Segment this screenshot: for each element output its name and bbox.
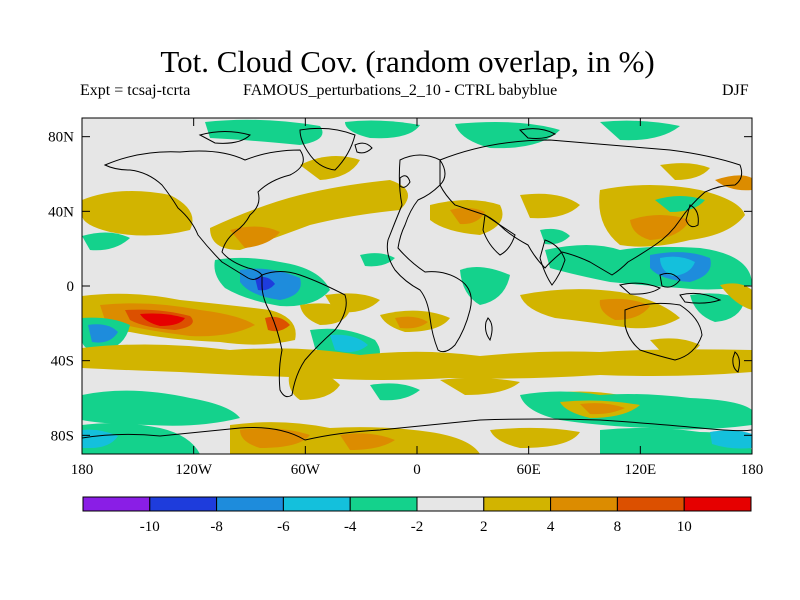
colorbar-swatch xyxy=(82,496,151,512)
coastlines xyxy=(82,127,752,441)
anomaly-region xyxy=(255,276,275,291)
anomaly-region xyxy=(395,316,428,329)
anomaly-region xyxy=(690,293,745,322)
anomaly-region xyxy=(715,175,752,191)
season-label: DJF xyxy=(722,82,749,99)
anomaly-region xyxy=(340,433,395,450)
colorbar-label: 10 xyxy=(677,519,692,535)
colorbar-label: -10 xyxy=(140,519,160,535)
anomaly-region xyxy=(265,316,290,332)
anomaly-region xyxy=(520,289,680,329)
map-ticks: 80N 40N 0 40S 80S 180 120W 60W 0 60E 120E 180 xyxy=(48,118,763,478)
colorbar-swatch xyxy=(683,496,752,512)
colorbar-label: 8 xyxy=(614,519,622,535)
anomaly-region xyxy=(300,156,360,180)
lon-label: 180 xyxy=(741,462,764,478)
lon-label: 60W xyxy=(291,462,321,478)
anomaly-region xyxy=(710,430,752,449)
anomaly-region xyxy=(82,390,240,426)
colorbar-swatch xyxy=(349,496,418,512)
lat-label: 40S xyxy=(51,354,74,370)
anomaly-region xyxy=(82,232,130,251)
anomaly-region xyxy=(140,313,185,326)
colorbar-swatch xyxy=(483,496,552,512)
anomaly-region xyxy=(82,423,200,454)
colorbar-label: 2 xyxy=(480,519,488,535)
colorbar-swatch xyxy=(149,496,218,512)
anomaly-region xyxy=(82,191,193,236)
anomaly-region xyxy=(360,253,395,267)
anomaly-region xyxy=(205,119,323,145)
anomaly-region xyxy=(330,334,368,353)
anomaly-region xyxy=(240,428,310,448)
anomaly-region xyxy=(630,215,690,240)
anomaly-region xyxy=(82,429,118,448)
lat-label: 80N xyxy=(48,130,74,146)
perturbation-label: FAMOUS_perturbations_2_10 - CTRL babyblu… xyxy=(243,82,558,99)
anomaly-region xyxy=(345,120,420,139)
anomaly-region xyxy=(370,383,420,401)
lat-label: 40N xyxy=(48,204,74,220)
colorbar-swatch xyxy=(616,496,685,512)
anomaly-region xyxy=(599,298,650,320)
anomaly-region xyxy=(655,196,705,212)
lon-label: 120W xyxy=(175,462,213,478)
anomaly-region xyxy=(88,324,118,343)
anomaly-region xyxy=(230,226,280,248)
anomaly-region xyxy=(660,163,710,180)
anomaly-region xyxy=(660,256,695,276)
lat-label: 80S xyxy=(51,428,74,444)
anomaly-region xyxy=(580,403,625,415)
anomaly-region xyxy=(440,377,520,395)
lon-label: 0 xyxy=(413,462,421,478)
lat-label: 0 xyxy=(67,279,75,295)
colorbar-swatch xyxy=(550,496,618,512)
colorbar-label: 4 xyxy=(547,519,555,535)
anomaly-region xyxy=(300,303,350,325)
colorbar: -10 -8 -6 -4 -2 2 4 8 10 xyxy=(82,496,752,535)
anomaly-region xyxy=(288,369,340,400)
colorbar-swatch xyxy=(416,496,485,512)
anomaly-region xyxy=(720,283,752,310)
colorbar-label: -6 xyxy=(277,519,290,535)
anomaly-fields xyxy=(82,119,752,454)
map-title: Tot. Cloud Cov. (random overlap, in %) xyxy=(160,44,655,79)
experiment-label: Expt = tcsaj-tcrta xyxy=(80,82,191,99)
colorbar-swatch xyxy=(282,496,351,512)
colorbar-swatch xyxy=(216,496,284,512)
colorbar-label: -4 xyxy=(344,519,357,535)
lon-label: 60E xyxy=(517,462,541,478)
anomaly-region xyxy=(520,193,580,219)
colorbar-label: -8 xyxy=(210,519,223,535)
anomaly-region xyxy=(460,266,510,305)
anomaly-region xyxy=(600,120,680,141)
lon-label: 120E xyxy=(624,462,656,478)
anomaly-region xyxy=(82,344,752,380)
lon-label: 180 xyxy=(71,462,94,478)
colorbar-label: -2 xyxy=(411,519,424,535)
anomaly-region xyxy=(490,427,580,448)
